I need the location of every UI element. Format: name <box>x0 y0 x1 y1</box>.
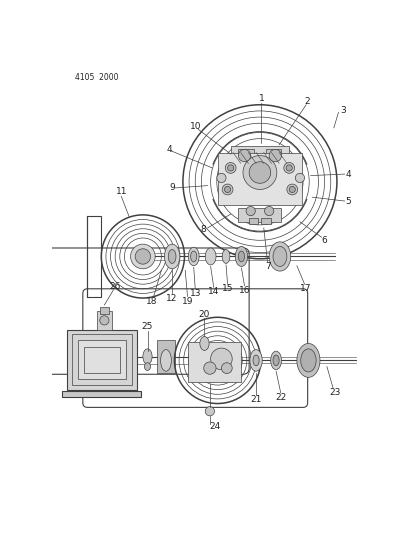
Circle shape <box>100 316 109 325</box>
Ellipse shape <box>269 242 291 271</box>
Ellipse shape <box>301 349 316 372</box>
Circle shape <box>249 161 271 183</box>
Text: 9: 9 <box>169 183 175 192</box>
Text: 19: 19 <box>182 297 193 305</box>
Text: 20: 20 <box>199 310 210 319</box>
Ellipse shape <box>297 343 320 377</box>
Text: 12: 12 <box>166 294 178 303</box>
Text: 15: 15 <box>222 284 233 293</box>
Bar <box>78 341 126 379</box>
Text: 17: 17 <box>300 284 312 293</box>
Text: 18: 18 <box>146 297 158 305</box>
Bar <box>238 149 254 160</box>
Circle shape <box>225 163 236 173</box>
Circle shape <box>238 149 251 161</box>
Text: 10: 10 <box>189 122 201 131</box>
Bar <box>157 341 175 373</box>
Ellipse shape <box>168 249 176 263</box>
Bar <box>249 218 258 224</box>
Ellipse shape <box>188 247 199 265</box>
Bar <box>100 306 109 314</box>
Text: 4: 4 <box>166 145 172 154</box>
Circle shape <box>208 351 227 370</box>
Ellipse shape <box>271 351 282 370</box>
Ellipse shape <box>222 249 230 263</box>
Bar <box>97 311 112 329</box>
Circle shape <box>264 206 274 216</box>
Text: 11: 11 <box>115 187 127 196</box>
Circle shape <box>224 187 231 192</box>
Text: 3: 3 <box>340 107 346 116</box>
Circle shape <box>287 184 298 195</box>
Circle shape <box>222 363 232 374</box>
Text: 2: 2 <box>305 97 310 106</box>
Circle shape <box>135 249 151 264</box>
Text: 14: 14 <box>208 287 220 296</box>
Circle shape <box>228 165 234 171</box>
Ellipse shape <box>191 251 197 262</box>
Bar <box>67 329 137 390</box>
Text: 4: 4 <box>346 169 351 179</box>
Circle shape <box>284 163 295 173</box>
Circle shape <box>269 149 282 161</box>
Circle shape <box>286 165 292 171</box>
Text: 22: 22 <box>275 393 286 402</box>
Bar <box>62 391 141 398</box>
Text: 8: 8 <box>200 225 206 234</box>
Bar <box>188 342 241 382</box>
Bar <box>217 152 302 205</box>
Circle shape <box>131 244 155 269</box>
Bar <box>238 208 282 222</box>
Bar <box>87 216 101 296</box>
Ellipse shape <box>143 349 152 364</box>
Ellipse shape <box>238 251 244 262</box>
Text: 26: 26 <box>109 282 121 291</box>
Circle shape <box>295 173 305 182</box>
Bar <box>266 149 282 160</box>
Ellipse shape <box>253 355 259 366</box>
Text: 1: 1 <box>259 94 264 103</box>
Text: 21: 21 <box>251 395 262 404</box>
Text: 23: 23 <box>329 388 340 397</box>
Text: 7: 7 <box>265 262 271 271</box>
Ellipse shape <box>205 248 216 265</box>
Text: 25: 25 <box>142 322 153 331</box>
Ellipse shape <box>164 244 180 269</box>
Circle shape <box>211 348 232 370</box>
Text: 5: 5 <box>346 197 351 206</box>
Text: 24: 24 <box>209 422 220 431</box>
Ellipse shape <box>235 246 248 266</box>
Bar <box>72 334 132 385</box>
Circle shape <box>204 346 231 374</box>
Text: 4105  2000: 4105 2000 <box>75 73 119 82</box>
Circle shape <box>243 156 277 189</box>
Circle shape <box>289 187 295 192</box>
Circle shape <box>205 407 215 416</box>
Ellipse shape <box>161 350 171 371</box>
Bar <box>84 346 120 373</box>
Text: 13: 13 <box>189 289 201 298</box>
Ellipse shape <box>200 336 209 350</box>
Circle shape <box>204 362 216 374</box>
Circle shape <box>217 173 226 182</box>
Text: 16: 16 <box>239 286 250 295</box>
Ellipse shape <box>273 246 287 266</box>
Ellipse shape <box>144 363 151 370</box>
Ellipse shape <box>250 350 262 371</box>
Text: 6: 6 <box>322 236 328 245</box>
Bar <box>231 147 289 160</box>
Ellipse shape <box>273 355 279 366</box>
Circle shape <box>246 206 255 216</box>
Circle shape <box>222 184 233 195</box>
Bar <box>262 218 271 224</box>
